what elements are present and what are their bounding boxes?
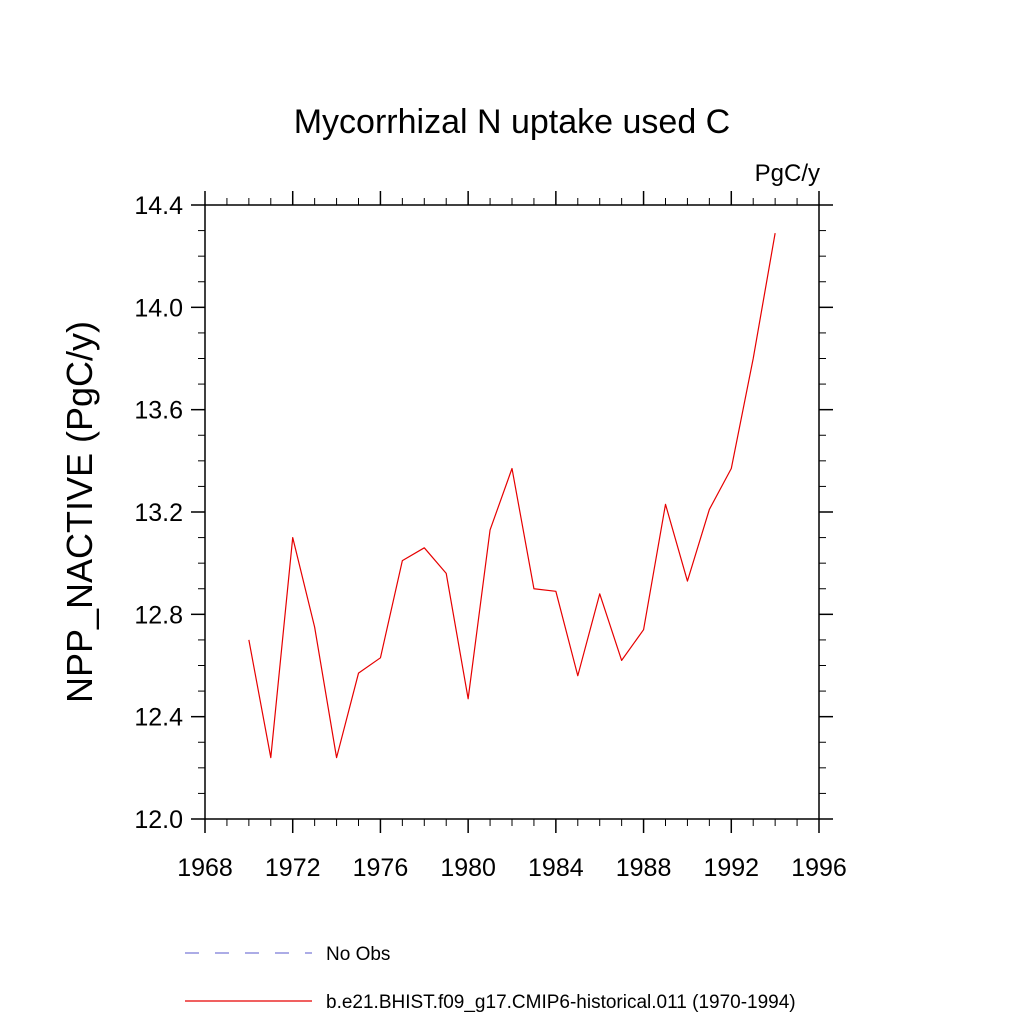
series-layer	[248, 233, 776, 759]
legend-label-0: No Obs	[326, 944, 390, 965]
y-axis-label: NPP_NACTIVE (PgC/y)	[59, 321, 100, 703]
y-tick-label: 14.4	[134, 192, 183, 220]
tick-labels: 1968 1972 1976 1980 1984 1988 1992 1996 12.0 12.4…	[134, 192, 846, 882]
y-tick-label: 13.2	[134, 499, 183, 527]
units-label: PgC/y	[755, 160, 820, 187]
x-tick-label: 1968	[177, 854, 233, 882]
axis-ticks	[191, 191, 833, 833]
x-tick-label: 1976	[353, 854, 409, 882]
y-tick-label: 14.0	[134, 294, 183, 322]
series-line-1	[248, 233, 776, 759]
y-tick-label: 12.4	[134, 704, 183, 732]
x-tick-label: 1992	[703, 854, 759, 882]
y-tick-label: 12.0	[134, 806, 183, 834]
legend: No Obs b.e21.BHIST.f09_g17.CMIP6-historic…	[185, 944, 796, 1013]
x-tick-label: 1984	[528, 854, 584, 882]
chart-title: Mycorrhizal N uptake used C	[294, 103, 731, 141]
plot-frame	[204, 204, 820, 820]
y-tick-label: 12.8	[134, 601, 183, 629]
x-tick-label: 1972	[265, 854, 321, 882]
legend-label-1: b.e21.BHIST.f09_g17.CMIP6-historical.011…	[326, 992, 796, 1013]
y-tick-label: 13.6	[134, 397, 183, 425]
x-tick-label: 1988	[616, 854, 672, 882]
x-tick-label: 1980	[440, 854, 496, 882]
x-tick-label: 1996	[791, 854, 847, 882]
